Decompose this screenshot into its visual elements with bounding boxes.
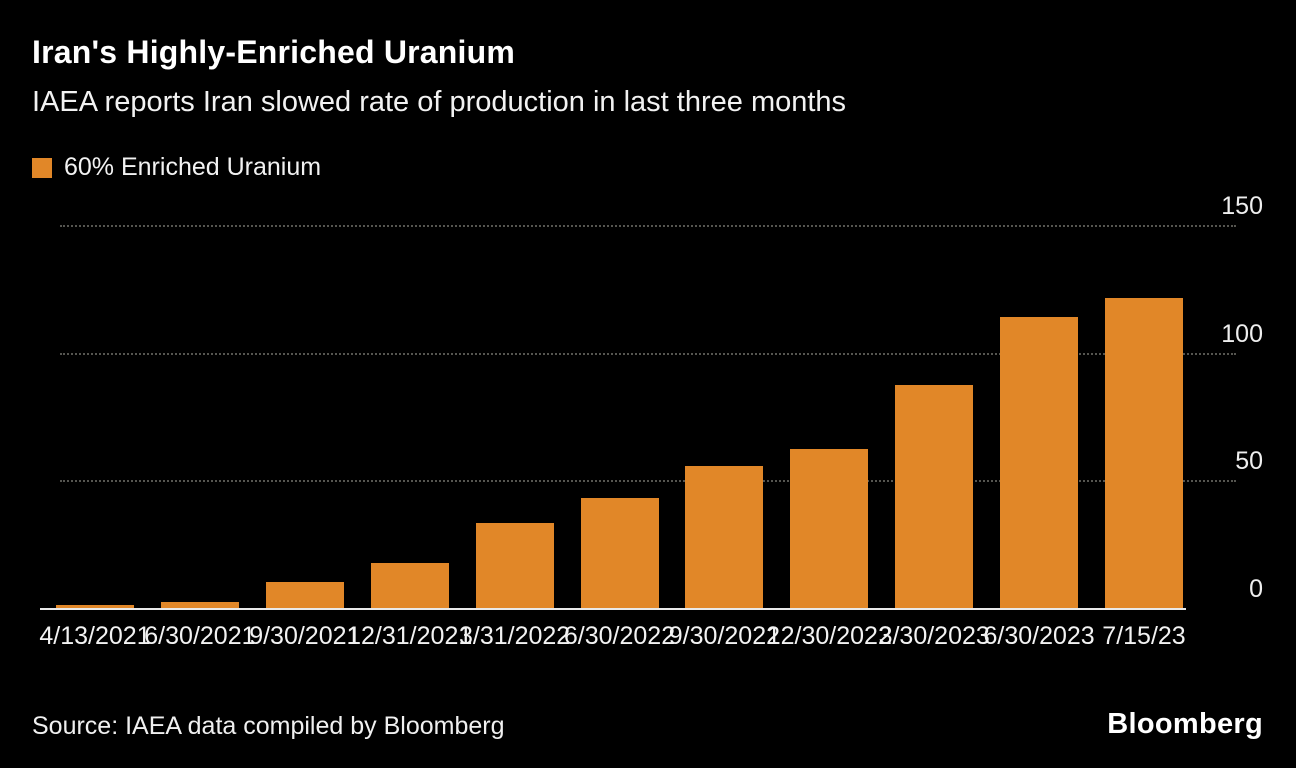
x-axis-tick-label: 12/31/2021 [347,622,473,650]
y-axis-tick-label: 0 [1249,575,1263,603]
y-axis-tick-label: 100 [1221,319,1263,348]
source-note: Source: IAEA data compiled by Bloomberg [32,712,505,740]
chart-title: Iran's Highly-Enriched Uranium [32,34,516,70]
x-axis-tick-label: 9/30/2022 [668,622,780,650]
x-axis-tick-label: 7/15/23 [1102,622,1186,650]
bar [370,562,449,608]
bar [895,384,974,608]
x-axis-tick-label: 12/30/2022 [766,622,892,650]
bar [160,601,239,608]
y-axis-tick-label: 150 [1221,192,1263,221]
chart-subtitle: IAEA reports Iran slowed rate of product… [32,86,847,118]
legend-swatch-icon [32,157,52,178]
x-axis-tick-label: 6/30/2021 [144,622,256,650]
bar [790,448,869,608]
bar [265,582,344,608]
legend: 60% Enriched Uranium [32,153,321,182]
x-axis-tick-label: 4/13/2021 [39,622,151,650]
x-axis-tick-label: 6/30/2023 [983,622,1095,650]
x-axis-tick-label: 3/30/2023 [878,622,990,650]
gridline-50 [60,480,1236,483]
legend-label: 60% Enriched Uranium [64,153,322,181]
bloomberg-logo: Bloomberg [1107,708,1263,740]
x-axis-tick-label: 6/30/2022 [563,622,676,650]
bar [685,466,764,608]
gridline-100 [60,352,1236,355]
y-axis-tick-label: 50 [1235,447,1263,476]
x-axis-tick-label: 3/31/2022 [458,622,571,650]
gridline-150 [60,225,1236,228]
bar [580,497,659,608]
x-axis-tick-label: 9/30/2021 [249,622,361,650]
bar [56,605,134,608]
bar [1105,297,1183,608]
x-axis-line [40,608,1186,610]
bar [475,523,554,608]
bar [1000,316,1079,608]
